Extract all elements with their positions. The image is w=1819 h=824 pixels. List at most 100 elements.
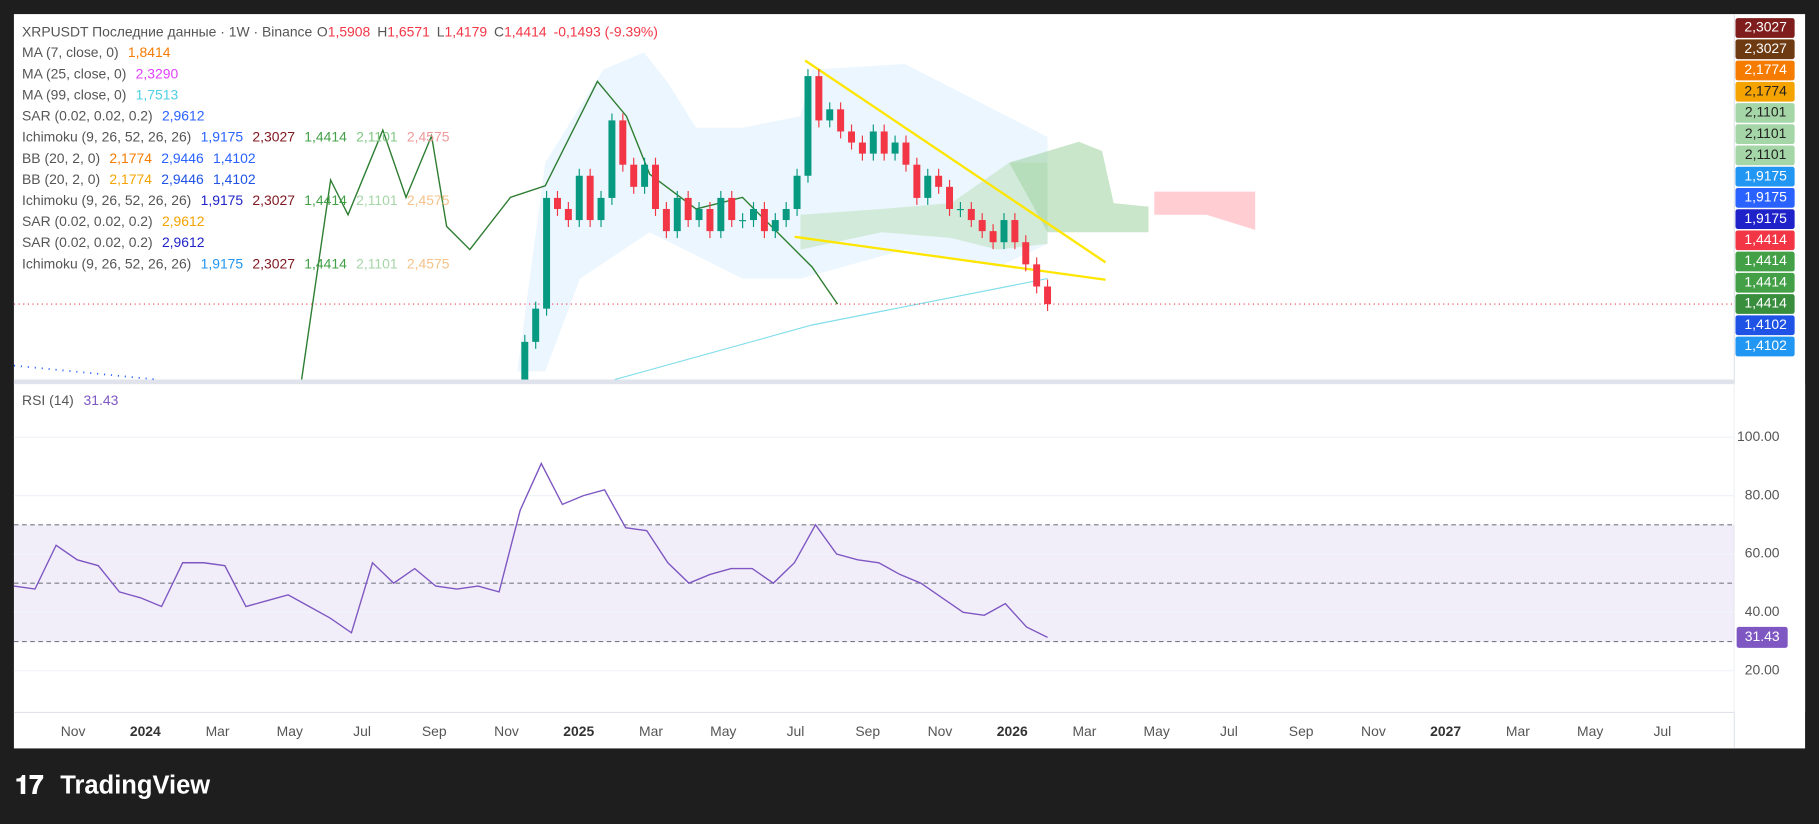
price-label-bg [1735, 39, 1795, 60]
candle-body [564, 208, 572, 221]
candle-body [750, 208, 757, 221]
indicator-name: BB (20, 2, 0) [22, 150, 100, 166]
time-label: Mar [639, 723, 663, 739]
candle-body [989, 231, 997, 243]
indicator-value: 2,4575 [407, 255, 450, 271]
rsi-tick-label: 20.00 [1745, 661, 1780, 677]
price-label-bg [1735, 315, 1795, 336]
rsi-tick-label: 40.00 [1745, 603, 1780, 619]
pane-separator [13, 379, 1735, 385]
time-label: Sep [855, 723, 880, 739]
time-label: Jul [787, 723, 805, 739]
price-label-bg [1735, 145, 1795, 166]
rsi-name: RSI (14) [22, 392, 74, 408]
ohlc-value: 1,6571 [387, 23, 430, 39]
indicator-value: 1,9175 [201, 255, 244, 271]
indicator-value: 1,4102 [213, 150, 256, 166]
price-label-bg [1735, 230, 1795, 251]
candle-body [858, 142, 866, 154]
ichimoku-cloud-future [1009, 141, 1149, 233]
price-label: 2,1101 [1745, 104, 1787, 120]
indicator-value: 1,8414 [128, 44, 171, 60]
indicator-value: 1,4102 [213, 171, 256, 187]
indicator-name: Ichimoku (9, 26, 52, 26, 26) [22, 192, 191, 208]
indicator-value: 1,4414 [304, 192, 347, 208]
indicator-name: SAR (0.02, 0.02, 0.2) [22, 213, 153, 229]
candle-body [848, 131, 856, 143]
indicator-value: 2,9446 [161, 150, 204, 166]
rsi-badge [1736, 626, 1788, 648]
indicator-value: 2,9612 [162, 213, 205, 229]
candle-body [728, 197, 736, 221]
indicator-value: 1,9175 [201, 129, 244, 145]
indicator-value: 2,3027 [252, 192, 295, 208]
candle-body [684, 197, 692, 221]
price-label: 1,4414 [1744, 273, 1787, 289]
time-label: 2027 [1430, 723, 1461, 739]
indicator-value: 2,1774 [109, 150, 152, 166]
candle-body [739, 220, 747, 222]
indicator-value: 2,1101 [356, 192, 398, 208]
indicator-name: Ichimoku (9, 26, 52, 26, 26) [22, 129, 191, 145]
candle-body [695, 208, 703, 221]
candle-body [967, 208, 975, 221]
time-label: Nov [61, 723, 86, 739]
candles [13, 69, 1735, 380]
candle-body [652, 164, 659, 209]
price-label: 1,4414 [1744, 231, 1787, 247]
candle-body [978, 220, 986, 232]
price-label-bg [1735, 209, 1795, 229]
time-label: Sep [1289, 723, 1314, 739]
indicator-name: MA (25, close, 0) [22, 65, 126, 81]
price-label-bg [1735, 18, 1795, 38]
indicator-name: MA (99, close, 0) [22, 86, 126, 102]
indicator-name: BB (20, 2, 0) [22, 171, 100, 187]
brand: 𝟏𝟕 TradingView [15, 771, 210, 799]
time-label: Sep [422, 723, 447, 739]
ohlc-value: 1,4179 [445, 23, 488, 39]
price-label-bg [1735, 272, 1795, 293]
indicator-value: 2,1101 [356, 129, 398, 145]
indicator-value: 2,1101 [356, 255, 398, 271]
rsi-value: 31.43 [84, 392, 119, 408]
candle-body [1044, 286, 1052, 305]
candle-body [1011, 220, 1019, 243]
candle-body [913, 164, 921, 198]
indicator-name: MA (7, close, 0) [22, 44, 119, 60]
candle-body [521, 341, 529, 380]
candle-body [826, 109, 834, 121]
time-label: Nov [494, 723, 519, 739]
time-label: Nov [928, 723, 953, 739]
indicator-name: Ichimoku (9, 26, 52, 26, 26) [22, 255, 191, 271]
candle-body [837, 109, 845, 132]
ohlc-value: 1,5908 [328, 23, 371, 39]
rsi-tick-label: 60.00 [1745, 545, 1780, 561]
time-label: Nov [1361, 723, 1386, 739]
candle-body [782, 208, 790, 221]
candle-body [1022, 242, 1030, 265]
ohlc-key: C [494, 23, 504, 39]
price-label-bg [1735, 103, 1795, 123]
candle-body [597, 197, 605, 221]
price-label-bg [1735, 187, 1795, 208]
candle-body [619, 120, 627, 165]
price-label-bg [1735, 336, 1795, 357]
indicator-value: 1,7513 [136, 86, 179, 102]
time-label: Mar [206, 723, 230, 739]
time-label: 2024 [130, 723, 161, 739]
price-label-bg [1735, 81, 1795, 102]
price-label-bg [1735, 294, 1795, 314]
indicator-value: 2,3027 [252, 255, 295, 271]
candle-body [717, 197, 725, 232]
price-label-bg [1735, 251, 1795, 272]
candle-body [891, 142, 899, 154]
candle-body [869, 131, 877, 154]
candle-body [575, 175, 583, 221]
time-label: May [710, 723, 736, 739]
time-label: May [1577, 723, 1603, 739]
candle-body [771, 220, 779, 232]
rsi-tick-label: 100.00 [1737, 428, 1780, 444]
indicator-value: 2,9612 [162, 108, 205, 124]
indicator-value: 2,3027 [252, 129, 295, 145]
